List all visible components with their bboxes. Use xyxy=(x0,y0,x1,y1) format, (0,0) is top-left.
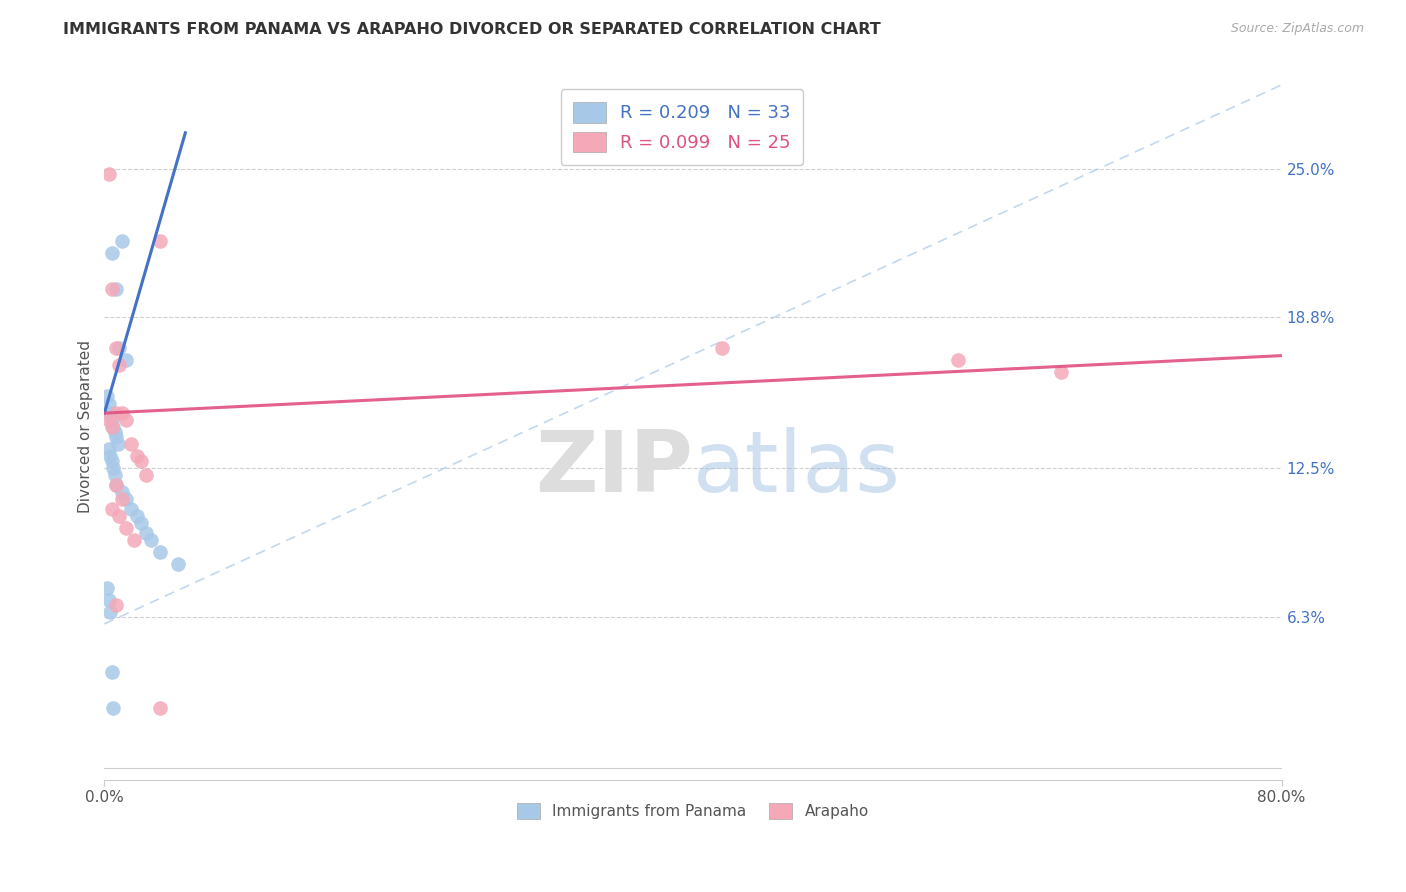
Point xyxy=(1049,365,1071,379)
Point xyxy=(100,281,122,295)
Point xyxy=(149,700,172,714)
Text: ZIP: ZIP xyxy=(536,427,693,510)
Point xyxy=(98,406,121,420)
Point xyxy=(103,420,125,434)
Point xyxy=(111,492,134,507)
Point xyxy=(100,420,122,434)
Point xyxy=(105,406,128,420)
Text: atlas: atlas xyxy=(693,427,901,510)
Legend: Immigrants from Panama, Arapaho: Immigrants from Panama, Arapaho xyxy=(510,797,875,825)
Point xyxy=(111,485,134,500)
Point xyxy=(100,413,122,427)
Point xyxy=(135,525,157,540)
Point xyxy=(105,478,128,492)
Point xyxy=(100,245,122,260)
Point xyxy=(96,581,118,595)
Point xyxy=(115,353,138,368)
Point xyxy=(129,454,152,468)
Point xyxy=(100,454,122,468)
Point xyxy=(107,437,129,451)
Point xyxy=(96,389,118,403)
Point xyxy=(98,449,121,463)
Point xyxy=(105,281,128,295)
Point xyxy=(97,593,120,607)
Point xyxy=(111,406,134,420)
Point xyxy=(97,413,120,427)
Point xyxy=(104,468,127,483)
Point xyxy=(125,509,148,524)
Point xyxy=(120,502,142,516)
Point xyxy=(129,516,152,531)
Point xyxy=(105,478,128,492)
Point xyxy=(141,533,163,547)
Point xyxy=(115,413,138,427)
Text: IMMIGRANTS FROM PANAMA VS ARAPAHO DIVORCED OR SEPARATED CORRELATION CHART: IMMIGRANTS FROM PANAMA VS ARAPAHO DIVORC… xyxy=(63,22,882,37)
Point xyxy=(100,665,122,679)
Point xyxy=(98,605,121,619)
Point xyxy=(104,425,127,440)
Point xyxy=(108,342,131,356)
Point xyxy=(946,353,969,368)
Point xyxy=(108,358,131,372)
Point xyxy=(105,342,128,356)
Point xyxy=(108,509,131,524)
Point xyxy=(103,461,125,475)
Point xyxy=(111,234,134,248)
Point xyxy=(97,396,120,410)
Point xyxy=(105,430,128,444)
Point xyxy=(125,449,148,463)
Text: Source: ZipAtlas.com: Source: ZipAtlas.com xyxy=(1230,22,1364,36)
Point xyxy=(167,557,190,571)
Point xyxy=(149,545,172,559)
Point xyxy=(115,492,138,507)
Point xyxy=(120,437,142,451)
Point xyxy=(97,167,120,181)
Y-axis label: Divorced or Separated: Divorced or Separated xyxy=(79,340,93,513)
Point xyxy=(135,468,157,483)
Point xyxy=(97,442,120,456)
Point xyxy=(122,533,145,547)
Point xyxy=(115,521,138,535)
Point xyxy=(103,700,125,714)
Point xyxy=(149,234,172,248)
Point xyxy=(711,342,734,356)
Point xyxy=(105,598,128,612)
Point xyxy=(100,502,122,516)
